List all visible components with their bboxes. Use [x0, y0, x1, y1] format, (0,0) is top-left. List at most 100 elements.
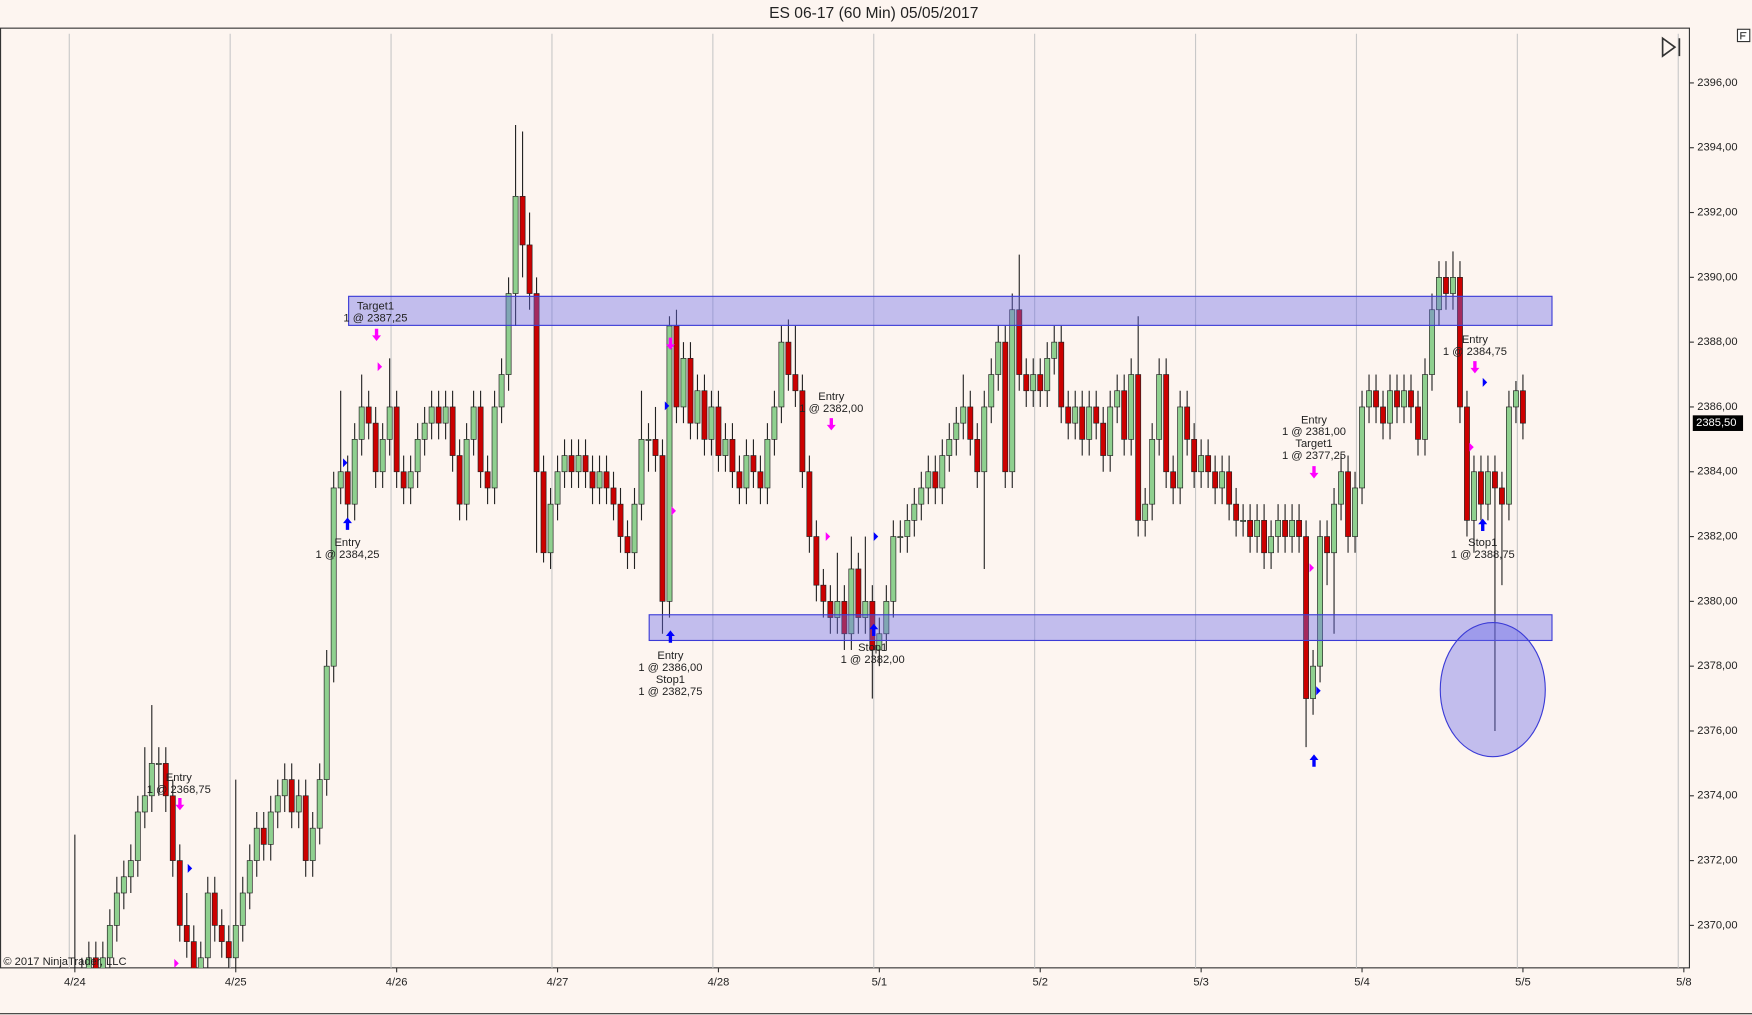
trade-label: Entry: [1301, 414, 1327, 426]
candle-body: [645, 439, 652, 441]
candle-body: [561, 455, 568, 473]
candle-body: [960, 406, 967, 424]
candle-body: [1268, 536, 1274, 554]
candle-body: [204, 892, 211, 959]
candle-body: [764, 439, 771, 489]
f-icon: [1740, 32, 1747, 40]
candle-body: [547, 503, 554, 554]
candle-body: [316, 779, 323, 829]
candle-body: [1079, 406, 1086, 440]
candle-body: [379, 439, 386, 473]
candle-body: [953, 422, 960, 440]
candle-body: [1009, 309, 1016, 473]
candle-body: [582, 455, 589, 473]
candle-body: [1520, 390, 1526, 424]
candle-body: [113, 892, 120, 926]
x-tick-label: 5/4: [1354, 976, 1370, 988]
candle-body: [169, 795, 176, 861]
candle-body: [176, 860, 183, 926]
candle-body: [295, 795, 302, 813]
candle-body: [827, 601, 834, 618]
candle-body: [1142, 503, 1149, 521]
candle-body: [1128, 374, 1135, 440]
candle-body: [211, 892, 218, 926]
candle-body: [1037, 374, 1044, 392]
fill-marker: [377, 362, 383, 372]
candle-body: [1191, 439, 1198, 473]
candle-body: [666, 325, 673, 602]
candle-body: [1324, 536, 1330, 554]
candle-body: [1394, 390, 1400, 408]
candle-body: [512, 195, 519, 294]
candle-body: [1100, 422, 1107, 456]
candle-body: [281, 779, 288, 797]
trade-label: 1 @ 2387,25: [343, 312, 407, 324]
y-tick-label: 2394,00: [1697, 142, 1737, 154]
candle-body: [967, 406, 974, 440]
candle-body: [687, 358, 694, 424]
candle-body: [890, 536, 897, 602]
candle-body: [841, 601, 848, 635]
candle-body: [617, 503, 624, 537]
scroll-end-icon[interactable]: [1661, 36, 1681, 58]
candle-body: [974, 439, 981, 473]
candle-body: [701, 390, 708, 440]
candle-body: [568, 455, 575, 473]
trade-arrow: [665, 337, 675, 350]
candle-body: [1408, 390, 1414, 408]
trade-label: Entry: [166, 772, 192, 784]
candle-body: [414, 439, 421, 473]
chart-title: ES 06-17 (60 Min) 05/05/2017: [769, 5, 978, 22]
candle-body: [918, 487, 925, 505]
candle-body: [792, 374, 799, 392]
candle-body: [1380, 406, 1386, 424]
candle-body: [631, 503, 638, 554]
trade-arrow: [1309, 754, 1319, 767]
candle-body: [883, 601, 890, 635]
candle-body: [1121, 390, 1128, 440]
candle-body: [274, 795, 281, 813]
candle-body: [442, 406, 449, 424]
candle-body: [190, 941, 197, 968]
fill-marker: [1309, 563, 1314, 573]
candle-body: [351, 439, 358, 505]
candle-body: [575, 455, 582, 473]
fill-marker: [873, 532, 879, 542]
candle-body: [624, 536, 631, 554]
candle-body: [1044, 358, 1051, 392]
candle-body: [540, 471, 547, 554]
trade-arrow: [665, 630, 675, 643]
candle-body: [1051, 341, 1058, 359]
trade-label: 1 @ 2381,00: [1282, 426, 1346, 438]
trade-arrow: [1478, 518, 1488, 531]
candle-body: [1401, 390, 1407, 408]
candles: [74, 125, 1526, 968]
candle-body: [288, 779, 295, 813]
candle-body: [911, 503, 918, 521]
candle-body: [421, 422, 428, 440]
candle-body: [323, 665, 330, 780]
candle-body: [1184, 406, 1191, 440]
candle-body: [1205, 455, 1212, 473]
candle-body: [834, 601, 841, 618]
candle-body: [806, 471, 813, 537]
candle-body: [1387, 390, 1393, 424]
candle-body: [470, 406, 477, 440]
plot-frame: [0, 27, 1690, 969]
candle-body: [428, 406, 435, 424]
trade-label: 1 @ 2388,75: [1451, 549, 1515, 561]
candle-body: [302, 795, 309, 861]
candle-body: [456, 455, 463, 505]
candle-body: [1086, 406, 1093, 440]
candle-body: [673, 325, 680, 408]
candle-body: [1338, 471, 1344, 505]
candle-body: [330, 487, 337, 667]
candle-body: [358, 406, 365, 440]
candle-body: [1352, 487, 1358, 537]
trade-label: Entry: [818, 391, 844, 403]
y-tick-label: 2396,00: [1697, 77, 1737, 89]
candle-body: [988, 374, 995, 408]
candle-body: [1296, 520, 1302, 537]
